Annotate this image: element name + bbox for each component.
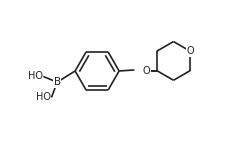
Text: B: B (54, 77, 61, 87)
Text: HO: HO (36, 92, 51, 103)
Text: O: O (187, 46, 194, 56)
Text: HO: HO (28, 71, 43, 82)
Text: O: O (143, 66, 150, 76)
